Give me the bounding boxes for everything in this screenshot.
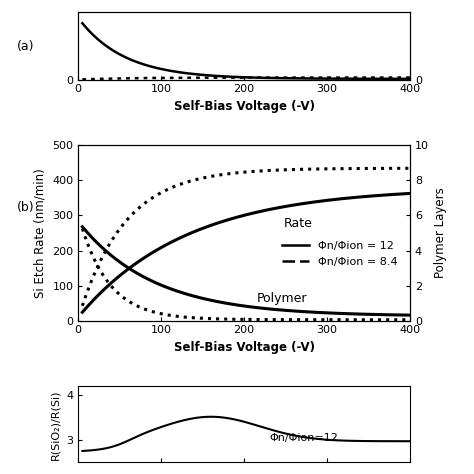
Text: (a): (a): [17, 40, 34, 53]
Text: Polymer: Polymer: [256, 292, 307, 305]
Text: (b): (b): [17, 201, 34, 214]
Legend: Φn/Φion = 12, Φn/Φion = 8.4: Φn/Φion = 12, Φn/Φion = 8.4: [282, 241, 398, 267]
Y-axis label: Si Etch Rate (nm/min): Si Etch Rate (nm/min): [34, 168, 46, 298]
X-axis label: Self-Bias Voltage (-V): Self-Bias Voltage (-V): [173, 100, 315, 113]
Y-axis label: Polymer Layers: Polymer Layers: [435, 188, 447, 278]
X-axis label: Self-Bias Voltage (-V): Self-Bias Voltage (-V): [173, 341, 315, 354]
Text: Φn/Φion=12: Φn/Φion=12: [269, 433, 338, 443]
Y-axis label: R(SiO₂)/R(Si): R(SiO₂)/R(Si): [51, 389, 61, 460]
Text: Rate: Rate: [284, 217, 313, 230]
